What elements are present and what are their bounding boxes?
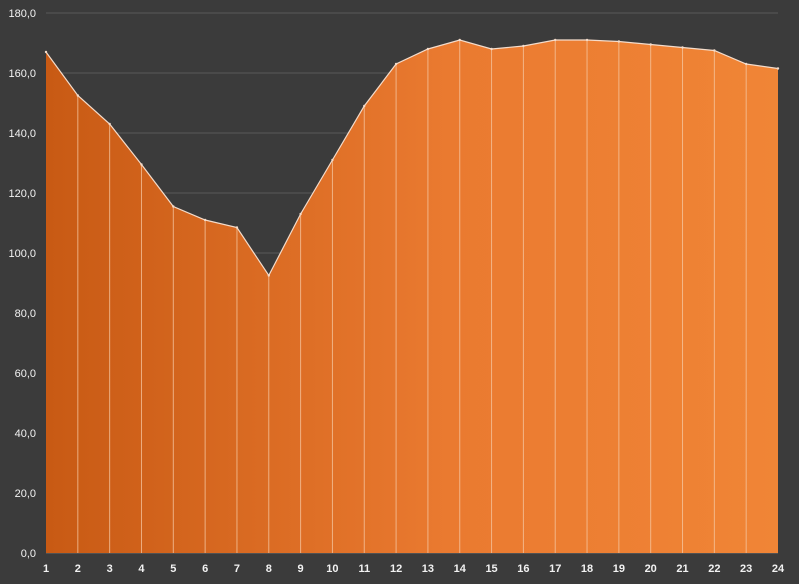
data-point-15 [490,47,493,51]
data-point-11 [363,104,366,108]
x-tick-label: 24 [772,563,785,575]
x-tick-label: 23 [740,563,752,575]
x-axis-ticks: 1 2 3 4 5 6 7 8 9 10 11 12 13 14 15 16 17 18 19 20 21 22 23 24 [43,563,785,575]
x-tick-label: 4 [138,563,145,575]
x-tick-label: 22 [708,563,720,575]
data-point-14 [458,38,461,42]
data-point-12 [394,62,398,66]
y-tick-label: 140,0 [8,128,36,140]
x-tick-label: 8 [266,563,272,575]
data-point-19 [617,40,621,43]
y-tick-label: 80,0 [15,308,36,320]
data-point-6 [203,218,207,222]
y-tick-label: 60,0 [15,368,36,380]
x-tick-label: 9 [298,563,304,575]
data-point-8 [267,274,270,277]
x-tick-label: 15 [485,563,497,575]
data-point-5 [172,205,175,208]
y-tick-label: 120,0 [8,188,36,200]
data-point-22 [713,49,716,52]
x-tick-label: 17 [549,563,561,575]
y-tick-label: 160,0 [8,68,36,80]
y-tick-label: 100,0 [8,248,36,260]
data-point-17 [554,38,557,42]
y-axis-ticks: 0,0 20,0 40,0 60,0 80,0 100,0 120,0 140,0 160,0 1… [8,8,36,560]
x-tick-label: 3 [107,563,113,575]
x-tick-label: 2 [75,563,81,575]
y-tick-label: 180,0 [8,8,36,20]
x-tick-label: 6 [202,563,208,575]
data-point-21 [681,46,684,49]
x-tick-label: 1 [43,563,49,575]
x-tick-label: 11 [358,563,370,575]
y-tick-label: 40,0 [15,428,36,440]
data-point-24 [776,67,780,70]
data-point-2 [76,94,80,97]
x-tick-label: 16 [517,563,529,575]
data-point-1 [44,50,48,54]
data-point-9 [299,212,302,216]
x-tick-label: 20 [645,563,657,575]
x-tick-label: 14 [454,563,467,575]
data-point-23 [744,62,748,66]
data-point-3 [108,122,111,126]
data-point-7 [235,226,239,229]
data-point-13 [426,47,430,51]
data-point-10 [331,158,334,162]
plot-area [44,38,780,553]
data-point-18 [585,38,589,42]
x-tick-label: 13 [422,563,434,575]
x-tick-label: 19 [613,563,625,575]
x-tick-label: 5 [170,563,176,575]
x-tick-label: 7 [234,563,240,575]
x-tick-label: 18 [581,563,593,575]
series-area [46,40,778,553]
y-tick-label: 20,0 [15,488,36,500]
data-point-16 [522,44,525,48]
data-point-4 [140,163,143,166]
y-tick-label: 0,0 [21,548,36,560]
series-outline [45,39,779,277]
x-tick-label: 21 [676,563,688,575]
data-point-20 [649,43,652,46]
x-tick-label: 12 [390,563,402,575]
x-tick-label: 10 [326,563,338,575]
